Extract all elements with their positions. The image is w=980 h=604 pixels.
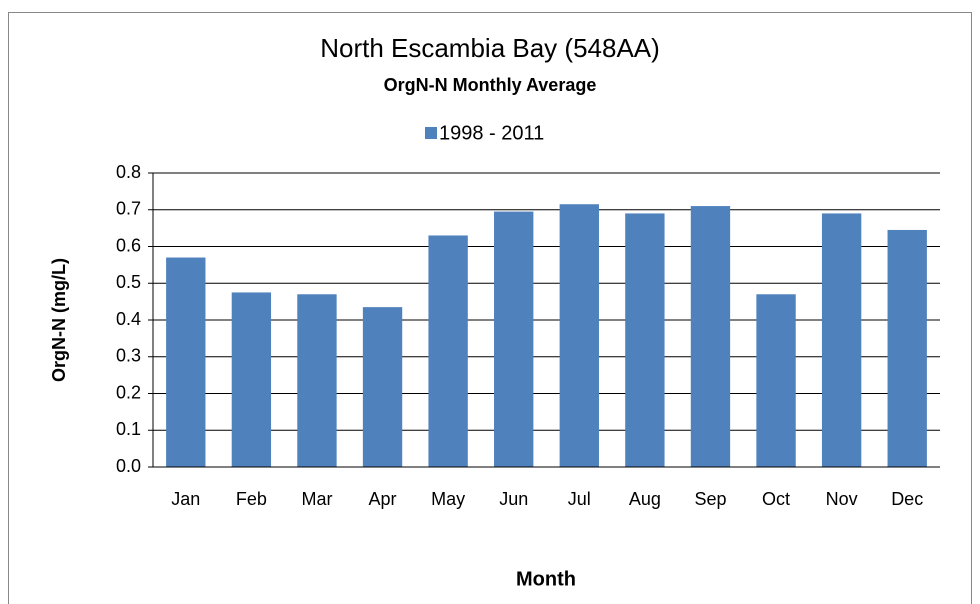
chart-subtitle: OrgN-N Monthly Average <box>384 75 597 95</box>
x-tick-label: Mar <box>301 489 332 509</box>
y-tick-label: 0.6 <box>116 235 141 255</box>
x-tick-label: Jan <box>171 489 200 509</box>
bar <box>887 229 927 467</box>
y-tick-label: 0.5 <box>116 272 141 292</box>
bar <box>494 211 534 467</box>
bar <box>756 294 796 467</box>
x-tick-label: Nov <box>826 489 858 509</box>
bar <box>428 235 468 467</box>
legend-label: 1998 - 2011 <box>439 122 544 144</box>
chart-frame <box>8 12 972 604</box>
legend-swatch <box>425 127 437 139</box>
x-axis-label: Month <box>516 568 576 590</box>
y-tick-label: 0.0 <box>116 456 141 476</box>
bar <box>559 204 599 468</box>
y-tick-label: 0.4 <box>116 309 141 329</box>
x-tick-label: Jul <box>568 489 591 509</box>
bar <box>625 213 665 467</box>
y-tick-label: 0.3 <box>116 346 141 366</box>
bar <box>231 292 272 467</box>
x-tick-label: Oct <box>762 489 790 509</box>
x-tick-label: May <box>431 489 465 509</box>
bar <box>297 294 337 467</box>
bar <box>362 307 403 467</box>
x-tick-label: Apr <box>369 489 397 509</box>
y-tick-label: 0.2 <box>116 382 141 402</box>
x-tick-label: Feb <box>236 489 267 509</box>
x-tick-label: Sep <box>694 489 726 509</box>
x-tick-label: Dec <box>891 489 923 509</box>
x-tick-label: Aug <box>629 489 661 509</box>
bar <box>821 213 862 467</box>
x-tick-label: Jun <box>499 489 528 509</box>
bar <box>166 257 206 467</box>
y-tick-label: 0.8 <box>116 162 141 182</box>
y-tick-label: 0.7 <box>116 199 141 219</box>
y-axis-label: OrgN-N (mg/L) <box>49 258 69 382</box>
bar <box>690 206 731 467</box>
chart-title: North Escambia Bay (548AA) <box>320 33 660 63</box>
y-tick-label: 0.1 <box>116 419 141 439</box>
